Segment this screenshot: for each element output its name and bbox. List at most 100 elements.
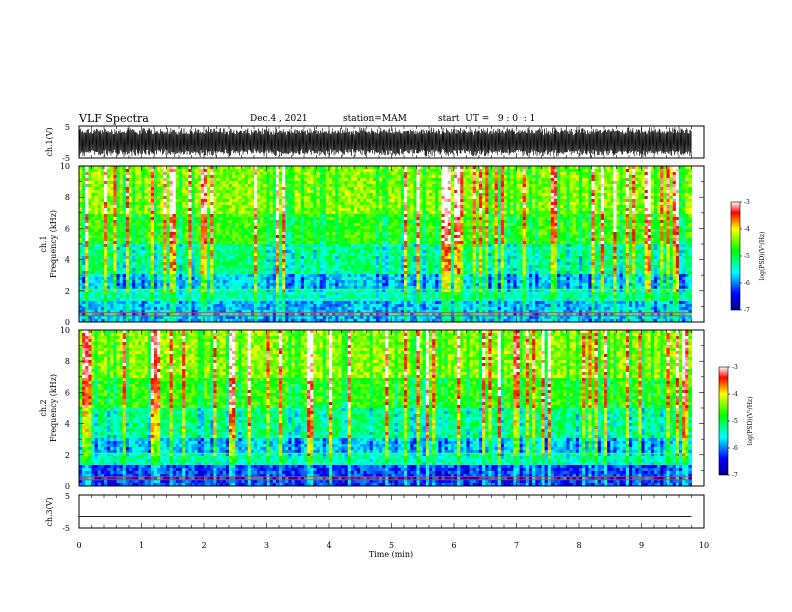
spectrogram-cell [516,202,521,206]
spectrogram-cell [669,208,674,212]
spectrogram-cell [444,175,449,179]
spectrogram-cell [454,166,458,170]
spectrogram-cell [279,223,283,227]
spectrogram-cell [222,184,227,188]
spectrogram-cell [207,205,211,209]
spectrogram-cell [185,193,189,197]
spectrogram-cell [588,205,592,209]
spectrogram-cell [229,214,233,218]
spectrogram-cell [479,211,483,215]
spectrogram-cell [82,166,86,170]
spectrogram-cell [547,211,552,215]
spectrogram-cell [507,214,511,218]
spectrogram-cell [219,229,224,233]
spectrogram-cell [500,211,505,215]
spectrogram-cell [269,223,274,227]
spectrogram-cell [182,211,186,215]
spectrogram-cell [538,208,542,212]
spectrogram-cell [216,205,221,209]
spectrogram-cell [422,196,427,200]
spectrogram-cell [610,223,614,227]
spectrogram-cell [588,226,592,230]
spectrogram-cell [516,220,521,224]
spectrogram-cell [682,181,686,185]
spectrogram-cell [385,187,389,191]
spectrogram-cell [188,199,192,203]
spectrogram-cell [94,187,99,191]
spectrogram-cell [163,229,167,233]
spectrogram-cell [316,238,321,242]
spectrogram-cell [138,196,142,200]
spectrogram-cell [194,193,199,197]
spectrogram-cell [410,184,414,188]
spectrogram-cell [522,235,527,239]
spectrogram-cell [519,208,524,212]
spectrogram-cell [435,208,439,212]
spectrogram-cell [91,175,96,179]
spectrogram-cell [438,199,442,203]
spectrogram-cell [675,232,680,236]
spectrogram-cell [132,232,136,236]
spectrogram-cell [291,226,296,230]
spectrogram-cell [210,202,214,206]
spectrogram-cell [454,232,458,236]
spectrogram-cell [163,169,167,173]
spectrogram-cell [647,169,652,173]
spectrogram-cell [297,229,302,233]
spectrogram-cell [638,232,642,236]
spectrogram-cell [338,211,342,215]
spectrogram-cell [241,223,246,227]
spectrogram-cell [660,229,664,233]
spectrogram-cell [257,187,261,191]
spectrogram-cell [232,202,236,206]
spectrogram-cell [650,190,655,194]
spectrogram-cell [85,226,89,230]
spectrogram-cell [210,214,214,218]
spectrogram-cell [313,184,317,188]
spectrogram-cell [650,166,655,170]
spectrogram-cell [332,238,336,242]
spectrogram-cell [360,196,364,200]
spectrogram-cell [335,232,339,236]
spectrogram-cell [400,211,405,215]
spectrogram-cell [97,166,102,170]
spectrogram-cell [513,223,517,227]
spectrogram-cell [241,181,246,185]
spectrogram-cell [541,208,546,212]
spectrogram-cell [510,205,514,209]
spectrogram-cell [575,214,580,218]
spectrogram-cell [600,232,605,236]
spectrogram-cell [563,172,567,176]
spectrogram-cell [329,220,333,224]
spectrogram-cell [475,217,480,221]
spectrogram-cell [607,214,611,218]
spectrogram-cell [260,214,264,218]
spectrogram-cell [582,232,586,236]
spectrogram-cell [507,193,511,197]
spectrogram-cell [491,208,496,212]
spectrogram-cell [466,190,471,194]
spectrogram-cell [129,175,133,179]
spectrogram-cell [594,223,599,227]
spectrogram-cell [344,235,349,239]
spectrogram-cell [457,211,461,215]
spectrogram-cell [397,226,402,230]
spectrogram-cell [400,172,405,176]
spectrogram-cell [350,208,355,212]
spectrogram-cell [485,166,489,170]
spectrogram-cell [310,184,314,188]
spectrogram-cell [310,235,314,239]
spectrogram-cell [307,232,311,236]
spectrogram-cell [469,220,474,224]
spectrogram-cell [425,190,430,194]
spectrogram-cell [257,217,261,221]
spectrogram-cell [204,172,208,176]
spectrogram-cell [610,220,614,224]
spectrogram-cell [629,208,633,212]
spectrogram-cell [225,220,230,224]
spectrogram-cell [657,229,661,233]
spectrogram-cell [94,190,99,194]
spectrogram-cell [429,181,433,185]
spectrogram-cell [422,199,427,203]
spectrogram-cell [400,229,405,233]
